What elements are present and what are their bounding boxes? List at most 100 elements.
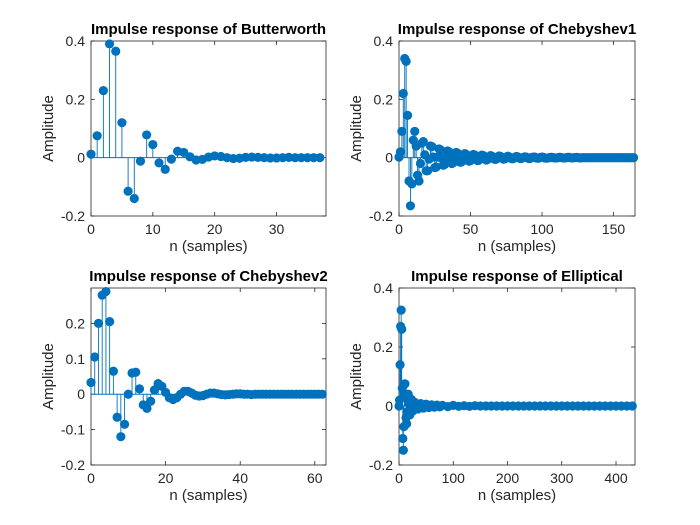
stem-marker <box>405 201 416 211</box>
stem-marker <box>160 164 170 174</box>
stem-marker <box>431 162 441 172</box>
stem-marker <box>129 193 139 204</box>
x-tick-label: 400 <box>604 470 628 486</box>
y-tick-label: 0 <box>77 386 85 402</box>
stem-marker <box>400 379 410 389</box>
stem-marker <box>117 118 127 128</box>
stem-marker <box>142 130 152 140</box>
x-tick-label: 50 <box>463 221 479 237</box>
y-tick-label: -0.2 <box>61 208 85 224</box>
y-tick-label: 0.1 <box>66 351 86 367</box>
x-tick-label: 60 <box>307 470 323 486</box>
y-tick-label: 0.2 <box>66 91 86 107</box>
y-tick-label: 0 <box>77 150 85 166</box>
y-tick-label: -0.2 <box>369 208 393 224</box>
x-tick-label: 300 <box>550 470 574 486</box>
stem-marker <box>435 145 446 155</box>
x-axis-label: n (samples) <box>478 238 556 255</box>
stem-marker <box>407 179 417 189</box>
x-tick-label: 40 <box>232 470 248 486</box>
y-tick-label: 0.4 <box>374 33 394 49</box>
stem-marker <box>142 403 152 413</box>
chart-title: Impulse response of Chebyshev2 <box>89 268 327 285</box>
stem-marker <box>315 153 325 163</box>
stem-marker <box>166 154 176 164</box>
y-axis-label: Amplitude <box>348 343 365 410</box>
stem-marker <box>148 139 158 150</box>
y-tick-label: -0.2 <box>369 457 393 473</box>
stem-marker <box>395 147 406 157</box>
axes-frame <box>90 287 327 466</box>
stem-marker <box>119 419 130 429</box>
y-tick-label: -0.2 <box>61 457 85 473</box>
chart-title: Impulse response of Chebyshev1 <box>398 21 636 38</box>
stem-marker <box>402 110 413 120</box>
stem-marker <box>98 85 108 96</box>
x-tick-label: 0 <box>87 470 95 486</box>
y-tick-label: 0 <box>385 150 393 166</box>
y-tick-label: 0.2 <box>66 315 86 331</box>
x-tick-label: 30 <box>269 221 285 237</box>
x-tick-label: 100 <box>530 221 554 237</box>
stem-marker <box>398 433 408 444</box>
chart-title: Impulse response of Butterworth <box>91 21 326 38</box>
stem-marker <box>92 131 102 141</box>
stem-marker <box>123 186 133 196</box>
stem-marker <box>104 39 115 49</box>
stem-marker <box>427 141 437 152</box>
stem-marker <box>108 366 118 376</box>
y-tick-label: -0.1 <box>61 422 85 438</box>
axes-frame <box>90 40 327 217</box>
y-tick-label: 0.4 <box>374 280 394 296</box>
stem-marker <box>397 126 407 137</box>
y-axis-label: Amplitude <box>40 343 57 410</box>
stem-marker <box>628 153 639 163</box>
stem-marker <box>401 56 411 67</box>
stem-marker <box>112 412 122 422</box>
stem-marker <box>116 432 126 442</box>
x-tick-label: 100 <box>442 470 466 486</box>
x-tick-label: 20 <box>207 221 223 237</box>
stem-marker <box>131 367 141 377</box>
axes-frame <box>398 287 636 466</box>
stem-marker <box>123 389 133 399</box>
stem-marker <box>423 166 433 176</box>
x-tick-label: 0 <box>395 470 403 486</box>
x-tick-label: 150 <box>602 221 626 237</box>
x-tick-label: 10 <box>145 221 161 237</box>
stem-marker <box>627 401 637 411</box>
y-axis-label: Amplitude <box>40 95 57 162</box>
stem-marker <box>440 159 450 169</box>
stem-marker <box>397 324 407 334</box>
stem-marker <box>86 149 96 159</box>
stem-marker <box>86 377 96 388</box>
x-axis-label: n (samples) <box>169 238 247 255</box>
stem-marker <box>134 384 145 394</box>
axes-frame <box>398 40 636 217</box>
stem-marker <box>317 389 327 399</box>
stem-marker <box>395 360 405 370</box>
y-tick-label: 0 <box>385 398 393 414</box>
stem-marker <box>415 158 426 169</box>
stem-marker <box>101 286 111 297</box>
stem-marker <box>398 445 408 455</box>
stem-marker <box>135 156 146 166</box>
stem-marker <box>396 305 406 315</box>
x-tick-label: 0 <box>87 221 95 237</box>
y-axis-label: Amplitude <box>348 95 365 162</box>
stem-marker <box>398 88 408 99</box>
chart-title: Impulse response of Elliptical <box>411 268 623 285</box>
x-tick-label: 20 <box>158 470 174 486</box>
x-axis-label: n (samples) <box>478 487 556 504</box>
stem-marker <box>93 318 104 328</box>
stem-marker <box>418 137 428 147</box>
stem-marker <box>410 126 420 137</box>
subplot-3: 0 20 40 60 -0.2 -0.1 0 0.1 0.2 Impulse response o… <box>40 268 328 504</box>
stem-marker <box>111 46 121 56</box>
stem-marker <box>414 176 424 186</box>
stem-marker <box>90 352 100 362</box>
stem-marker <box>401 419 412 429</box>
